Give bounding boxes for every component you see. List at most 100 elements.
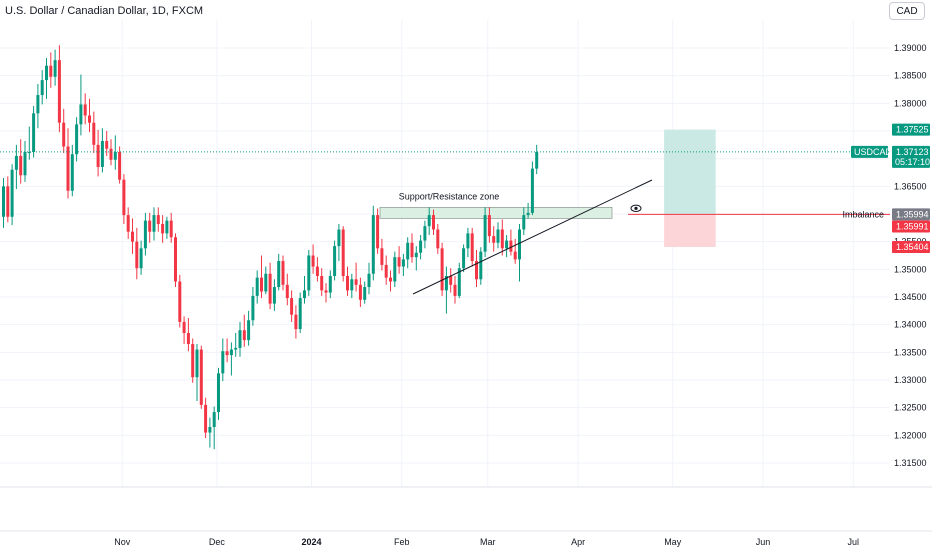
countdown-timer: 05:17:10	[895, 157, 930, 167]
price-axis[interactable]: 1.31500 1.32000 1.32500 1.33000 1.33500 1.340…	[851, 43, 930, 468]
candle-body	[79, 104, 83, 125]
candle-body	[260, 277, 263, 292]
candle-body	[311, 255, 315, 267]
candle-body	[195, 349, 199, 378]
candle-body	[492, 236, 496, 243]
price-tick-label: 1.33000	[894, 375, 927, 385]
candle-body	[500, 229, 504, 249]
support-resistance-zone	[379, 207, 613, 219]
price-tick-label: 1.31500	[894, 458, 927, 468]
time-tick-label: Feb	[394, 537, 410, 547]
eye-icon	[630, 204, 642, 213]
candle-body	[513, 251, 517, 260]
candle-body	[247, 320, 251, 341]
time-tick-label: Dec	[209, 537, 226, 547]
candle-body	[384, 264, 388, 278]
candle-body	[62, 122, 66, 147]
price-tag-label: 1.35404	[896, 242, 929, 252]
candle-body	[535, 152, 539, 169]
time-tick-label: Jul	[848, 537, 860, 547]
candle-body	[268, 273, 272, 304]
candle-body	[143, 220, 147, 249]
candle-body	[419, 240, 423, 253]
candle-body	[457, 268, 461, 296]
candle-body	[380, 248, 384, 265]
candle-body	[126, 215, 130, 232]
candle-body	[40, 80, 44, 96]
candle-body	[156, 215, 160, 224]
last-price-value: 1.37123	[896, 147, 929, 157]
candle-body	[509, 240, 513, 252]
candle-body	[45, 65, 48, 81]
candle-body	[165, 220, 169, 234]
candle-body	[264, 273, 268, 292]
candle-body	[526, 212, 530, 216]
candle-body	[191, 344, 195, 378]
candle-body	[427, 215, 431, 227]
stop-zone	[664, 214, 716, 247]
currency-button[interactable]: CAD	[889, 2, 925, 20]
candle-body	[152, 215, 156, 232]
candle-body	[169, 220, 173, 238]
time-tick-label: Nov	[114, 537, 131, 547]
price-tag	[892, 220, 930, 233]
annotation-layer: Support/Resistance zone	[379, 129, 716, 247]
candle-body	[212, 412, 216, 428]
candle-body	[307, 255, 311, 291]
candle-body	[122, 179, 126, 216]
candle-body	[105, 140, 109, 149]
trendline	[412, 179, 653, 295]
price-tag	[892, 240, 930, 253]
time-axis[interactable]: NovDec2024FebMarAprMayJunJulAug	[114, 537, 932, 547]
candle-body	[53, 60, 57, 77]
price-tag-label: 1.35991	[896, 221, 929, 231]
candle-body	[423, 226, 427, 241]
candle-body	[255, 277, 259, 296]
candle-body	[6, 186, 10, 217]
candle-body	[350, 279, 354, 291]
candle-body	[2, 186, 5, 217]
candle-body	[234, 347, 238, 350]
candle-body	[70, 154, 74, 191]
time-tick-label: Apr	[571, 537, 585, 547]
chart-title: U.S. Dollar / Canadian Dollar, 1D, FXCM	[5, 5, 204, 17]
candle-body	[199, 349, 203, 405]
candle-body	[277, 261, 281, 288]
candle-body	[148, 220, 152, 232]
candle-body	[303, 290, 306, 299]
candle-body	[389, 277, 392, 282]
candle-body	[470, 233, 474, 262]
candle-body	[242, 330, 246, 341]
candle-body	[92, 122, 96, 145]
candle-body	[487, 215, 491, 237]
candle-body	[10, 169, 14, 217]
candle-body	[32, 113, 36, 153]
candle-body	[436, 229, 440, 249]
candle-body	[109, 148, 113, 160]
candle-body	[367, 273, 371, 288]
price-tick-label: 1.39000	[894, 43, 927, 53]
candle-body	[466, 233, 470, 249]
candle-body	[83, 104, 87, 116]
candle-body	[131, 231, 134, 242]
candle-body	[444, 275, 448, 291]
candle-body	[272, 287, 276, 304]
candle-body	[371, 215, 375, 274]
candle-body	[401, 259, 405, 267]
candle-body	[397, 257, 401, 267]
candle-body	[19, 155, 23, 176]
candle-body	[161, 223, 165, 234]
symbol-tag-label: USDCAD	[854, 147, 893, 157]
candle-body	[113, 152, 117, 160]
candle-body	[358, 284, 362, 300]
candle-body	[186, 332, 190, 345]
candle-body	[505, 240, 509, 249]
time-tick-label: 2024	[301, 537, 321, 547]
candle-body	[354, 279, 358, 285]
symbol-tag	[851, 145, 888, 158]
candle-body	[221, 351, 225, 374]
candle-body	[135, 241, 139, 269]
eye-icon-pupil	[634, 206, 638, 210]
candle-body	[479, 251, 483, 280]
